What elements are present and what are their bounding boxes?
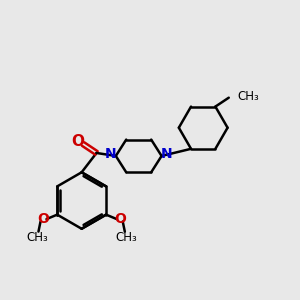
Text: CH₃: CH₃ — [26, 231, 48, 244]
Text: N: N — [105, 147, 116, 160]
Text: O: O — [37, 212, 49, 226]
Text: N: N — [161, 147, 173, 160]
Text: CH₃: CH₃ — [115, 231, 137, 244]
Text: O: O — [114, 212, 126, 226]
Text: O: O — [72, 134, 85, 149]
Text: CH₃: CH₃ — [238, 90, 260, 103]
